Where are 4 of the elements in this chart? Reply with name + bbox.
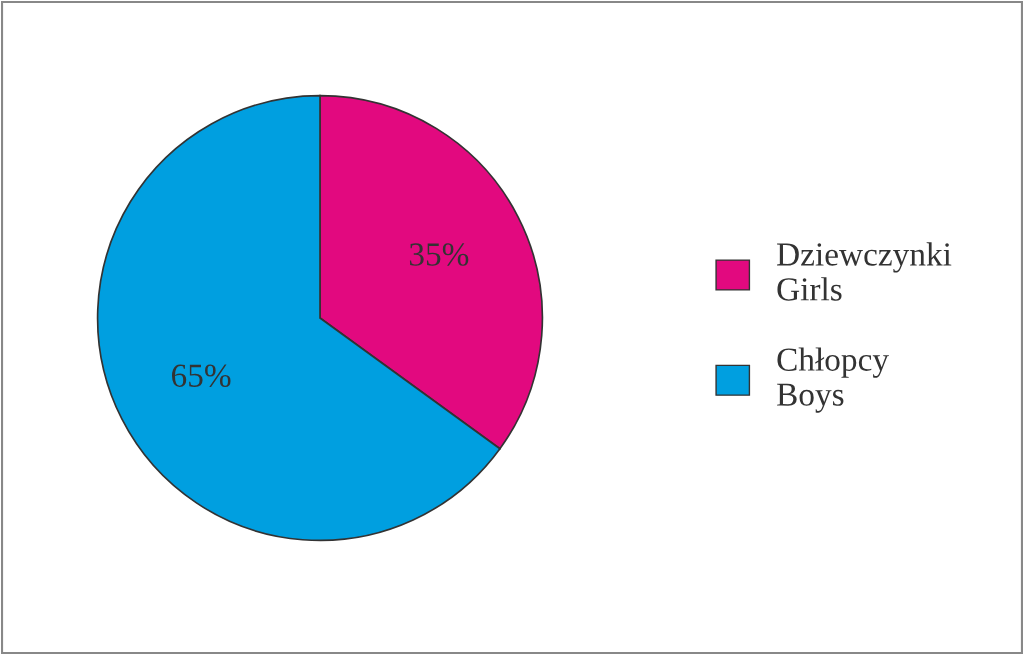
legend-label: Dziewczynki Girls <box>777 242 952 301</box>
data-label: 65% <box>171 364 231 388</box>
data-label: 35% <box>409 243 469 266</box>
legend-label: Chłopcy Boys <box>777 347 889 413</box>
